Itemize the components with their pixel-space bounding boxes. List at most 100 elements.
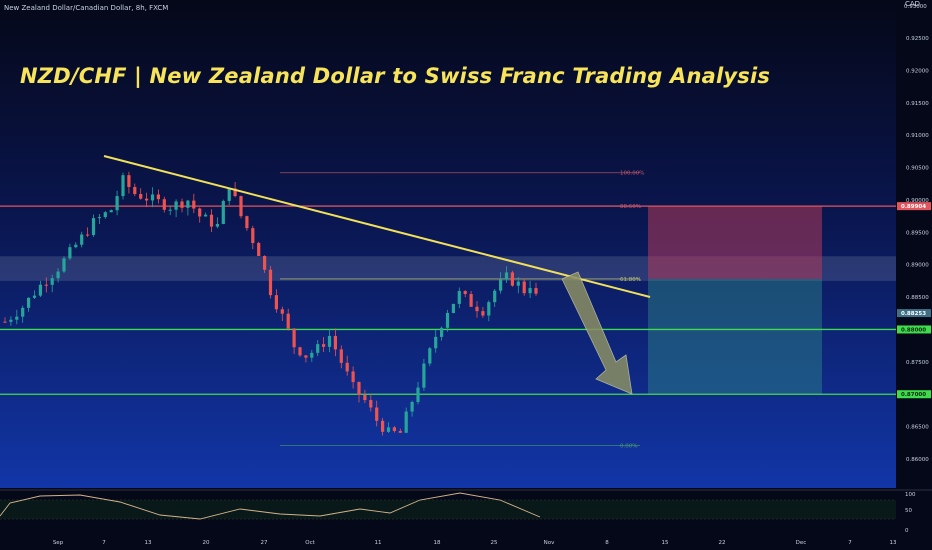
candle-body — [534, 288, 538, 294]
candle-body — [398, 431, 402, 433]
candle-body — [186, 200, 190, 208]
x-tick-label: Sep — [53, 540, 64, 546]
candle-body — [357, 382, 361, 395]
x-tick-label: 20 — [203, 540, 210, 546]
candle-body — [204, 214, 208, 217]
x-tick-label: 7 — [102, 540, 106, 546]
candle-body — [522, 281, 526, 294]
y-tick-label: 0.92500 — [906, 36, 929, 42]
candle-body — [351, 371, 355, 383]
candle-body — [487, 302, 491, 316]
candle-body — [168, 209, 172, 211]
candle-body — [339, 349, 343, 363]
candle-body — [150, 194, 155, 201]
osc-band-fill — [0, 500, 896, 519]
y-tick-label: 0.91000 — [906, 133, 929, 139]
candle-body — [375, 407, 379, 421]
candle-body — [233, 188, 237, 197]
x-tick-label: Oct — [305, 540, 315, 546]
candle-body — [369, 400, 373, 408]
candle-body — [268, 269, 273, 296]
candle-body — [327, 335, 332, 347]
candle-body — [109, 210, 113, 213]
candle-body — [162, 199, 166, 210]
candle-body — [3, 321, 7, 323]
candle-body — [434, 336, 438, 349]
y-tick-label: 0.89500 — [906, 230, 929, 236]
candle-body — [493, 290, 497, 303]
candle-body — [499, 279, 503, 291]
candle-body — [133, 187, 137, 195]
candle-body — [192, 200, 196, 209]
candle-body — [510, 272, 514, 286]
candle-body — [174, 201, 178, 210]
y-tick-label: 0.91500 — [906, 101, 929, 107]
candle-body — [316, 344, 320, 353]
x-tick-label: 7 — [848, 540, 852, 546]
y-tick-label: 0.90000 — [906, 198, 929, 204]
candle-body — [245, 216, 249, 229]
candle-body — [97, 217, 101, 219]
osc-tick-label: 100 — [905, 492, 916, 498]
candle-body — [481, 311, 485, 316]
candle-body — [457, 291, 461, 304]
x-tick-label: 22 — [719, 540, 726, 546]
projection-arrow — [561, 271, 633, 395]
candle-body — [15, 316, 19, 320]
candle-body — [251, 228, 255, 244]
candle-body — [274, 295, 278, 310]
candle-body — [227, 188, 231, 201]
candle-body — [292, 328, 296, 348]
candle-body — [198, 208, 202, 217]
price-tag-current-bg — [897, 309, 931, 318]
y-tick-label: 0.89000 — [906, 263, 929, 269]
candle-body — [475, 306, 479, 312]
candle-body — [21, 307, 25, 317]
price-tag-support-upper-bg — [897, 325, 931, 334]
candle-body — [32, 295, 37, 298]
x-tick-label: Dec — [796, 540, 807, 546]
y-tick-label: 0.86500 — [906, 425, 929, 431]
candle-body — [215, 223, 219, 227]
symbol-info: New Zealand Dollar/Canadian Dollar, 8h, … — [4, 4, 169, 12]
x-tick-label: 11 — [375, 540, 382, 546]
candle-body — [139, 194, 143, 199]
candle-body — [56, 271, 60, 279]
candle-body — [180, 201, 184, 208]
candle-body — [528, 288, 532, 294]
candle-body — [127, 175, 131, 188]
candle-body — [469, 294, 473, 307]
x-tick-label: 27 — [261, 540, 268, 546]
candle-body — [445, 312, 450, 328]
fib-level-label: 0.00% — [620, 443, 637, 449]
candle-body — [404, 411, 408, 433]
y-tick-label: 0.90500 — [906, 166, 929, 172]
price-axis — [898, 0, 932, 488]
fib-level-label: 100.00% — [620, 171, 644, 177]
candle-body — [386, 427, 391, 432]
candle-body — [516, 281, 520, 286]
price-tag-current: 0.88253 — [901, 311, 926, 317]
candle-body — [286, 313, 290, 329]
candle-body — [62, 258, 66, 272]
candle-body — [416, 387, 420, 403]
candle-body — [504, 272, 509, 280]
y-tick-label: 0.87500 — [906, 360, 929, 366]
stop-loss-box — [648, 206, 822, 279]
fib-level-label: 61.80% — [620, 277, 641, 283]
x-tick-label: 18 — [434, 540, 441, 546]
x-tick-label: 15 — [662, 540, 669, 546]
candle-body — [440, 327, 444, 337]
candle-body — [381, 420, 385, 432]
y-tick-label: 0.92000 — [906, 68, 929, 74]
candle-body — [44, 284, 48, 286]
candle-body — [322, 344, 326, 347]
candle-body — [156, 194, 160, 200]
x-tick-label: 25 — [491, 540, 498, 546]
chart-title: NZD/CHF | New Zealand Dollar to Swiss Fr… — [20, 64, 771, 88]
trendline — [103, 155, 651, 298]
candle-body — [86, 234, 90, 236]
x-tick-label: 13 — [145, 540, 152, 546]
